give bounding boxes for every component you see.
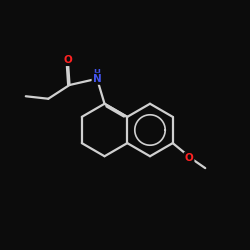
- Text: N: N: [93, 74, 102, 84]
- Text: O: O: [64, 55, 73, 65]
- Text: H: H: [94, 69, 100, 78]
- Text: O: O: [184, 153, 193, 163]
